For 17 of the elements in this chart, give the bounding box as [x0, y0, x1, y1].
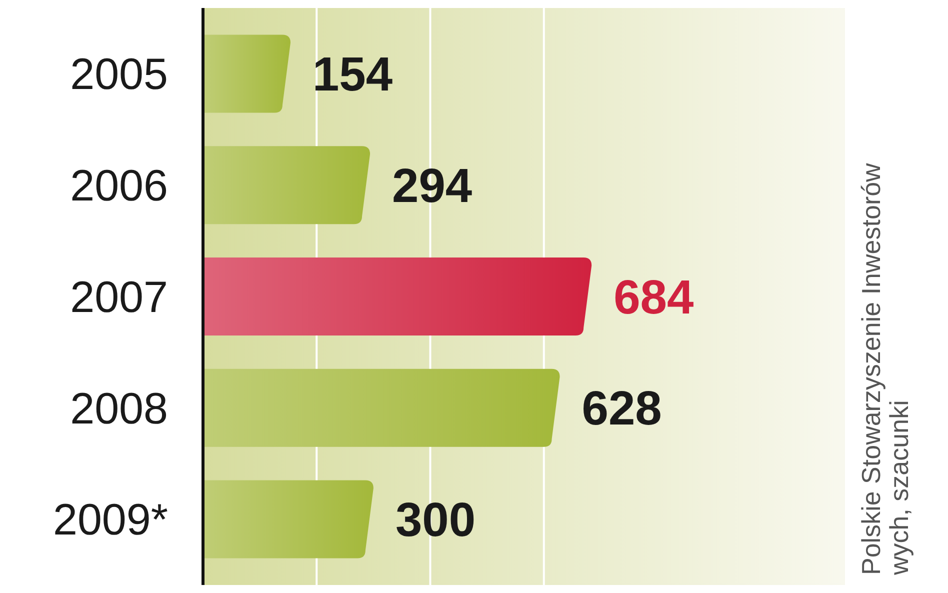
- data-label: 154: [312, 48, 393, 102]
- bar: [203, 34, 290, 113]
- bar: [203, 480, 374, 558]
- y-tick-label: 2008: [70, 384, 168, 434]
- bar: [203, 146, 370, 224]
- data-label: 684: [614, 271, 694, 324]
- y-tick-label: 2006: [70, 162, 168, 210]
- data-label: 628: [582, 382, 662, 436]
- data-label: 294: [392, 160, 472, 213]
- text: wych, szacunki: [884, 400, 914, 576]
- y-tick-label: 2007: [70, 272, 168, 322]
- bar: [203, 368, 560, 447]
- y-tick-label: 2005: [70, 50, 168, 100]
- text: Polskie Stowarzyszenie Inwestorów: [856, 162, 886, 575]
- data-label: 300: [395, 494, 476, 548]
- bar: [203, 258, 592, 336]
- y-tick-label: 2009*: [52, 496, 168, 545]
